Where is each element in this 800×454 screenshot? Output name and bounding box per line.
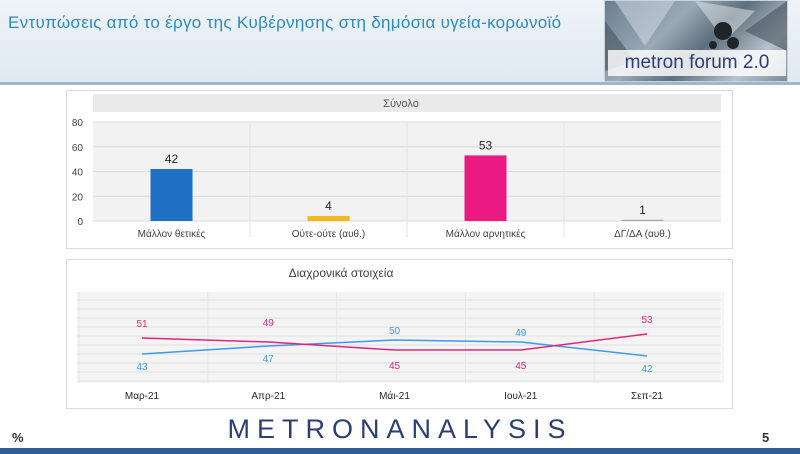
- series-line: [141, 333, 648, 351]
- metron-analysis-brand: METRONANALYSIS: [227, 414, 573, 444]
- line-data-label: 47: [263, 354, 275, 365]
- line-category-label: Σεπ-21: [631, 391, 663, 402]
- bar-category-label: Ούτε-ούτε (αυθ.): [292, 228, 365, 240]
- line-data-label: 45: [515, 361, 527, 372]
- line-data-label: 50: [389, 326, 401, 337]
- page-number: 5: [762, 430, 770, 445]
- bar-value-label: 53: [479, 138, 493, 152]
- header-rule: [0, 82, 800, 85]
- bar: [307, 216, 350, 221]
- bar: [150, 169, 193, 221]
- line-data-label: 45: [389, 361, 401, 372]
- line-category-label: Μαρ-21: [125, 391, 160, 402]
- bar-y-tick-label: 40: [72, 168, 84, 179]
- series-line: [141, 339, 648, 357]
- line-data-label: 49: [263, 318, 275, 329]
- bar: [464, 155, 507, 221]
- bar: [621, 219, 664, 221]
- line-category-label: Μάι-21: [379, 390, 410, 402]
- bar-y-tick-label: 80: [72, 118, 84, 129]
- line-category-label: Απρ-21: [251, 391, 285, 402]
- percent-sign: %: [12, 430, 24, 445]
- bar-category-label: Μάλλον αρνητικές: [446, 228, 526, 240]
- bar-value-label: 1: [639, 203, 646, 217]
- bar-y-tick-label: 60: [72, 143, 84, 154]
- line-data-label: 43: [136, 362, 148, 373]
- logo-text: metron forum 2.0: [608, 50, 786, 76]
- page-title: Εντυπώσεις από το έργο της Κυβέρνησης στ…: [8, 13, 562, 32]
- line-data-label: 53: [641, 315, 653, 326]
- bar-chart-panel: Σύνολο 0 20 40 60 80 42 4 53 1 Μάλλον θετικές Ού…: [66, 90, 733, 249]
- bar-category-label: ΔΓ/ΔΑ (αυθ.): [614, 229, 671, 240]
- line-category-label: Ιουλ-21: [504, 391, 538, 402]
- bottom-rule: [0, 448, 800, 454]
- line-chart-title: Διαχρονικά στοιχεία: [289, 266, 394, 280]
- line-data-label: 51: [136, 319, 148, 330]
- bar-chart: Σύνολο 0 20 40 60 80 42 4 53 1 Μάλλον θετικές Ού…: [72, 94, 721, 240]
- bar-y-tick-label: 20: [72, 192, 84, 203]
- bar-chart-title-band: [93, 94, 721, 112]
- bar-category-label: Μάλλον θετικές: [138, 228, 206, 240]
- line-data-label: 42: [641, 364, 653, 375]
- line-chart-panel: Διαχρονικά στοιχεία 43 47 50 49 42 51 49 45 45 53…: [66, 259, 733, 409]
- bar-chart-title: Σύνολο: [383, 98, 419, 110]
- bar-value-label: 4: [325, 199, 332, 213]
- line-chart: Διαχρονικά στοιχεία 43 47 50 49 42 51 49 45 45 53…: [77, 266, 724, 402]
- line-data-label: 49: [515, 328, 527, 339]
- bar-y-tick-label: 0: [77, 217, 83, 228]
- bar-value-label: 42: [165, 152, 179, 166]
